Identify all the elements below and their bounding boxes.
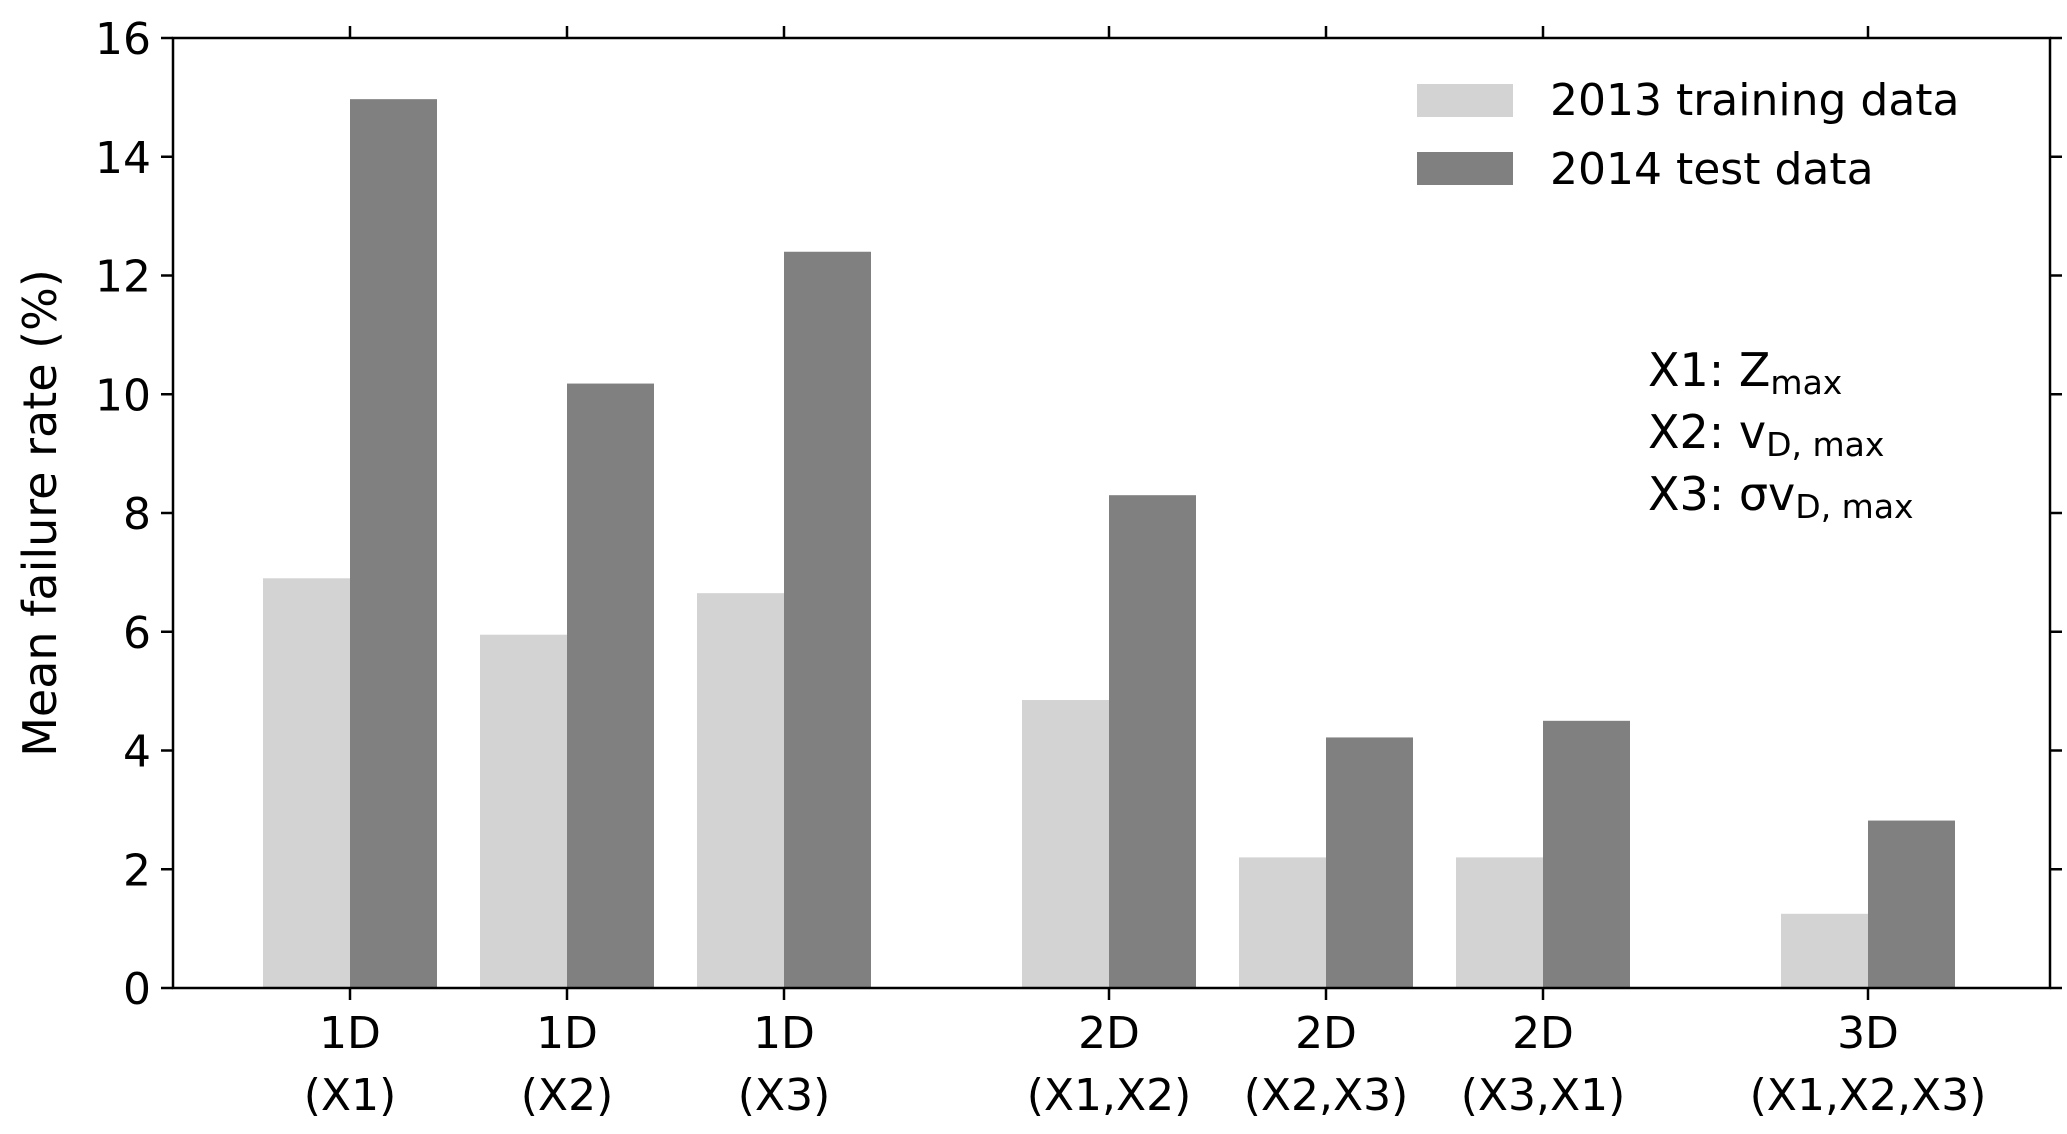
x-tick-label-0-line2: (X1) (304, 1070, 396, 1121)
legend-swatch-training (1417, 84, 1513, 117)
x-tick-label-6-line2: (X1,X2,X3) (1750, 1070, 1987, 1121)
bar-test-3 (1109, 495, 1196, 988)
definition-x2-sub: D, max (1766, 425, 1884, 464)
y-tick-label-1: 2 (123, 845, 151, 896)
bar-training-0 (263, 578, 350, 988)
x-tick-label-1-line1: 1D (536, 1008, 598, 1059)
definition-x1-main: X1: Z (1648, 343, 1770, 397)
bar-test-2 (784, 251, 871, 988)
x-tick-label-4-line2: (X2,X3) (1244, 1070, 1409, 1121)
x-tick-label-6-line1: 3D (1837, 1008, 1899, 1059)
y-tick-label-3: 6 (123, 608, 151, 659)
y-tick-label-6: 12 (95, 252, 151, 303)
bars-layer (263, 99, 1955, 988)
y-tick-label-4: 8 (123, 489, 151, 540)
bar-test-4 (1326, 737, 1413, 988)
definition-x3: X3: σvD, max (1648, 467, 1914, 526)
definition-x1-sub: max (1770, 363, 1842, 402)
bar-test-0 (350, 99, 437, 988)
bar-training-6 (1781, 913, 1868, 988)
legend: 2013 training data 2014 test data (1417, 75, 1960, 195)
x-tick-label-5-line1: 2D (1512, 1008, 1574, 1059)
x-tick-label-2-line2: (X3) (738, 1070, 830, 1121)
bar-training-1 (480, 634, 567, 988)
bar-training-3 (1022, 700, 1109, 988)
x-tick-label-0-line1: 1D (319, 1008, 381, 1059)
bar-test-1 (567, 383, 654, 988)
bar-training-2 (697, 593, 784, 988)
y-tick-label-7: 14 (95, 133, 151, 184)
y-tick-label-2: 4 (123, 727, 151, 778)
x-tick-label-1-line2: (X2) (521, 1070, 613, 1121)
y-tick-label-8: 16 (95, 14, 151, 65)
bar-training-5 (1456, 857, 1543, 988)
x-tick-label-3-line2: (X1,X2) (1027, 1070, 1192, 1121)
definition-x1: X1: Zmax (1648, 343, 1842, 402)
variable-definitions: X1: Zmax X2: vD, max X3: σvD, max (1648, 343, 1914, 526)
legend-label-test: 2014 test data (1550, 144, 1874, 195)
bar-test-5 (1543, 720, 1630, 988)
x-tick-label-4-line1: 2D (1295, 1008, 1357, 1059)
y-axis-label: Mean failure rate (%) (13, 269, 67, 757)
y-tick-label-5: 10 (95, 370, 151, 421)
axes-layer: 0 2 4 6 8 10 12 14 16 1D (X1) 1D (X2) 1D (X3) 2D (X1,X2)… (95, 14, 2062, 1121)
legend-swatch-test (1417, 152, 1513, 185)
bar-test-6 (1868, 820, 1955, 988)
legend-label-training: 2013 training data (1550, 75, 1960, 126)
bar-training-4 (1239, 857, 1326, 988)
x-tick-label-2-line1: 1D (753, 1008, 815, 1059)
definition-x3-sub: D, max (1795, 487, 1913, 526)
x-tick-label-5-line2: (X3,X1) (1461, 1070, 1626, 1121)
x-tick-label-3-line1: 2D (1078, 1008, 1140, 1059)
definition-x2-main: X2: v (1648, 405, 1766, 459)
definition-x2: X2: vD, max (1648, 405, 1884, 464)
y-tick-label-0: 0 (123, 964, 151, 1015)
definition-x3-main: X3: σv (1648, 467, 1795, 521)
